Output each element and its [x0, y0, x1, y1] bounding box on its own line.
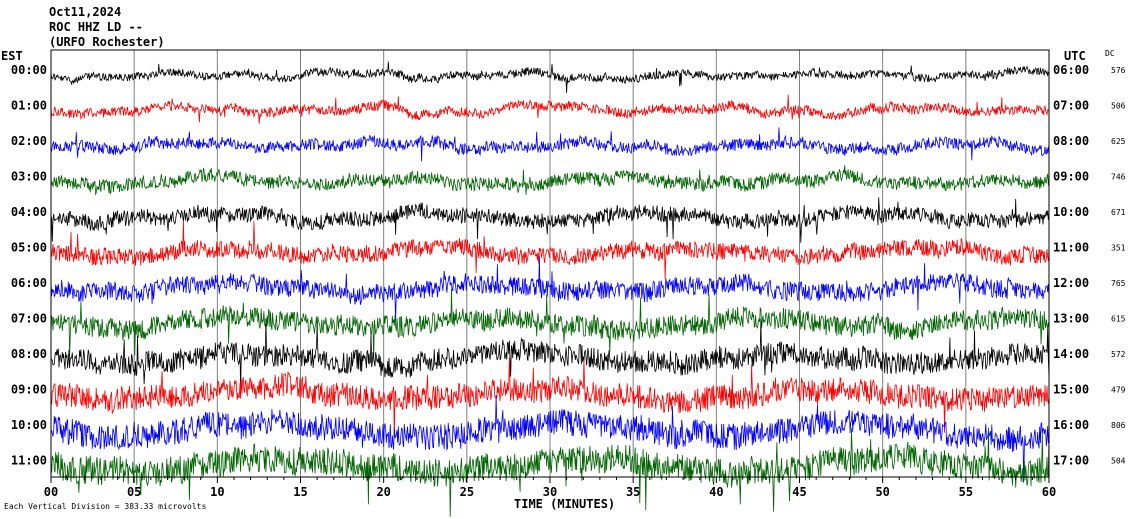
x-tick-label: 60	[1042, 485, 1056, 499]
x-axis-title: TIME (MINUTES)	[514, 497, 615, 511]
x-tick-label: 55	[959, 485, 973, 499]
dc-label: DC	[1105, 49, 1115, 58]
utc-label: 10:00	[1053, 205, 1089, 219]
footer-note: Each Vertical Division = 383.33 microvol…	[4, 502, 206, 511]
est-label: 02:00	[11, 134, 47, 148]
est-label: 09:00	[11, 383, 47, 397]
x-tick-label: 05	[127, 485, 141, 499]
dc-value: 504	[1111, 457, 1126, 466]
utc-label: 11:00	[1053, 241, 1089, 255]
x-tick-label: 40	[709, 485, 723, 499]
trace-0600	[50, 256, 1050, 322]
x-tick-label: 45	[792, 485, 806, 499]
est-label: 06:00	[11, 276, 47, 290]
trace-0900	[50, 357, 1050, 440]
dc-value: 671	[1111, 208, 1126, 217]
trace-1100	[50, 427, 1050, 517]
header-location: (URFO Rochester)	[49, 35, 165, 49]
trace-0100	[50, 94, 1050, 124]
x-tick-label: 30	[543, 485, 557, 499]
x-tick-label: 00	[44, 485, 58, 499]
trace-0300	[50, 165, 1050, 196]
est-label: 11:00	[11, 454, 47, 468]
dc-value: 806	[1111, 421, 1126, 430]
trace-0200	[50, 127, 1050, 162]
header-station: ROC HHZ LD --	[49, 20, 143, 34]
right-axis-label: UTC	[1064, 49, 1086, 63]
dc-value: 506	[1111, 102, 1126, 111]
trace-0500	[50, 220, 1050, 280]
header-date: Oct11,2024	[49, 5, 121, 19]
utc-label: 14:00	[1053, 347, 1089, 361]
utc-label: 07:00	[1053, 99, 1089, 113]
trace-0000	[50, 61, 1050, 94]
left-axis-label: EST	[1, 49, 23, 63]
est-label: 01:00	[11, 99, 47, 113]
trace-0700	[50, 288, 1050, 362]
x-tick-label: 25	[460, 485, 474, 499]
est-label: 05:00	[11, 241, 47, 255]
est-label: 04:00	[11, 205, 47, 219]
est-label: 08:00	[11, 347, 47, 361]
utc-label: 13:00	[1053, 312, 1089, 326]
dc-value: 746	[1111, 173, 1126, 182]
utc-label: 12:00	[1053, 276, 1089, 290]
trace-0400	[50, 197, 1050, 243]
row-labels: 00:00 06:00 576 01:00 07:00 506 02:00 08:00 625 0…	[11, 63, 1126, 468]
x-tick-label: 50	[875, 485, 889, 499]
utc-label: 17:00	[1053, 454, 1089, 468]
grid-lines	[50, 50, 1050, 477]
utc-label: 08:00	[1053, 134, 1089, 148]
trace-0800	[50, 318, 1050, 388]
utc-label: 15:00	[1053, 383, 1089, 397]
est-label: 07:00	[11, 312, 47, 326]
est-label: 10:00	[11, 418, 47, 432]
x-tick-label: 15	[293, 485, 307, 499]
dc-value: 576	[1111, 66, 1126, 75]
dc-value: 572	[1111, 350, 1126, 359]
x-ticks: 00 05 10 15 20 25 30 35 40 45 50 55 60	[44, 477, 1056, 499]
dc-value: 625	[1111, 137, 1126, 146]
trace-1000	[50, 395, 1050, 483]
utc-label: 06:00	[1053, 63, 1089, 77]
dc-value: 351	[1111, 244, 1126, 253]
x-tick-label: 10	[210, 485, 224, 499]
dc-value: 479	[1111, 386, 1126, 395]
x-tick-label: 35	[626, 485, 640, 499]
seismic-traces	[50, 61, 1050, 517]
x-tick-label: 20	[376, 485, 390, 499]
utc-label: 16:00	[1053, 418, 1089, 432]
est-label: 03:00	[11, 170, 47, 184]
est-label: 00:00	[11, 63, 47, 77]
dc-value: 615	[1111, 315, 1126, 324]
utc-label: 09:00	[1053, 170, 1089, 184]
dc-value: 765	[1111, 279, 1126, 288]
